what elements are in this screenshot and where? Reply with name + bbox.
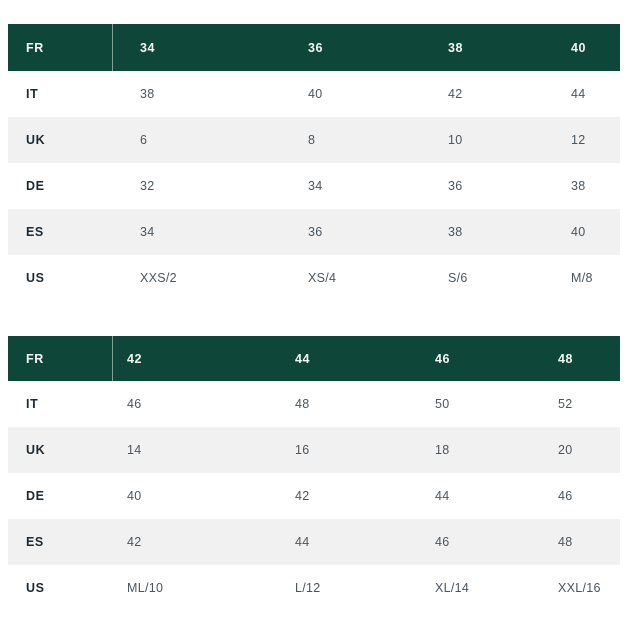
- header-size-2: 44: [295, 351, 311, 366]
- table-row: US XXS/2 XS/4 S/6 M/8: [8, 255, 620, 301]
- row-label: DE: [26, 179, 45, 193]
- row-value: 42: [448, 87, 463, 101]
- header-size-4: 48: [558, 351, 574, 366]
- row-value: 42: [295, 489, 310, 503]
- header-column-divider: [112, 336, 113, 381]
- header-size-1: 42: [127, 351, 143, 366]
- row-label: IT: [26, 397, 39, 411]
- row-value: 48: [558, 535, 573, 549]
- row-label: UK: [26, 443, 46, 457]
- row-value: 40: [308, 87, 323, 101]
- row-value: 6: [140, 133, 148, 147]
- row-label: US: [26, 271, 45, 285]
- row-value: 36: [308, 225, 323, 239]
- header-label-fr: FR: [26, 351, 44, 366]
- row-value: 44: [435, 489, 450, 503]
- table-row: ES 34 36 38 40: [8, 209, 620, 255]
- table-row: DE 32 34 36 38: [8, 163, 620, 209]
- header-size-4: 40: [571, 40, 587, 55]
- row-label: ES: [26, 225, 44, 239]
- row-value: 38: [571, 179, 586, 193]
- row-label: IT: [26, 87, 39, 101]
- row-value: 14: [127, 443, 142, 457]
- table-row: UK 14 16 18 20: [8, 427, 620, 473]
- table-header-row: FR 34 36 38 40: [8, 24, 620, 71]
- header-size-2: 36: [308, 40, 324, 55]
- row-value: 48: [295, 397, 310, 411]
- row-label: UK: [26, 133, 46, 147]
- row-value: 50: [435, 397, 450, 411]
- size-table-34-40: FR 34 36 38 40 IT 38 40 42 44 UK 6 8 10 …: [8, 24, 620, 301]
- table-row: IT 38 40 42 44: [8, 71, 620, 117]
- header-size-3: 38: [448, 40, 464, 55]
- header-size-3: 46: [435, 351, 451, 366]
- row-value: 40: [127, 489, 142, 503]
- table-body: IT 38 40 42 44 UK 6 8 10 12 DE 32 34 36 …: [8, 71, 620, 301]
- row-value: M/8: [571, 271, 593, 285]
- row-value: 10: [448, 133, 463, 147]
- table-row: ES 42 44 46 48: [8, 519, 620, 565]
- table-row: IT 46 48 50 52: [8, 381, 620, 427]
- row-value: 46: [127, 397, 142, 411]
- row-value: XXL/16: [558, 581, 601, 595]
- row-value: 46: [435, 535, 450, 549]
- row-value: XS/4: [308, 271, 337, 285]
- row-value: 38: [448, 225, 463, 239]
- header-size-1: 34: [140, 40, 156, 55]
- row-value: 8: [308, 133, 316, 147]
- row-value: 40: [571, 225, 586, 239]
- row-value: 52: [558, 397, 573, 411]
- row-value: XXS/2: [140, 271, 177, 285]
- table-header-row: FR 42 44 46 48: [8, 336, 620, 381]
- row-value: L/12: [295, 581, 321, 595]
- row-label: DE: [26, 489, 45, 503]
- row-label: US: [26, 581, 45, 595]
- row-value: 34: [140, 225, 155, 239]
- row-value: 36: [448, 179, 463, 193]
- row-value: ML/10: [127, 581, 164, 595]
- row-value: 46: [558, 489, 573, 503]
- row-value: XL/14: [435, 581, 470, 595]
- row-value: 44: [571, 87, 586, 101]
- row-value: 42: [127, 535, 142, 549]
- table-row: DE 40 42 44 46: [8, 473, 620, 519]
- header-label-fr: FR: [26, 40, 44, 55]
- row-value: 32: [140, 179, 155, 193]
- row-value: 20: [558, 443, 573, 457]
- row-value: 18: [435, 443, 450, 457]
- row-value: 12: [571, 133, 586, 147]
- row-value: 38: [140, 87, 155, 101]
- table-row: UK 6 8 10 12: [8, 117, 620, 163]
- row-value: S/6: [448, 271, 468, 285]
- row-value: 16: [295, 443, 310, 457]
- row-label: ES: [26, 535, 44, 549]
- table-body: IT 46 48 50 52 UK 14 16 18 20 DE 40 42 4…: [8, 381, 620, 611]
- row-value: 44: [295, 535, 310, 549]
- header-column-divider: [112, 24, 113, 71]
- row-value: 34: [308, 179, 323, 193]
- size-table-42-48: FR 42 44 46 48 IT 46 48 50 52 UK 14 16 1…: [8, 336, 620, 611]
- table-row: US ML/10 L/12 XL/14 XXL/16: [8, 565, 620, 611]
